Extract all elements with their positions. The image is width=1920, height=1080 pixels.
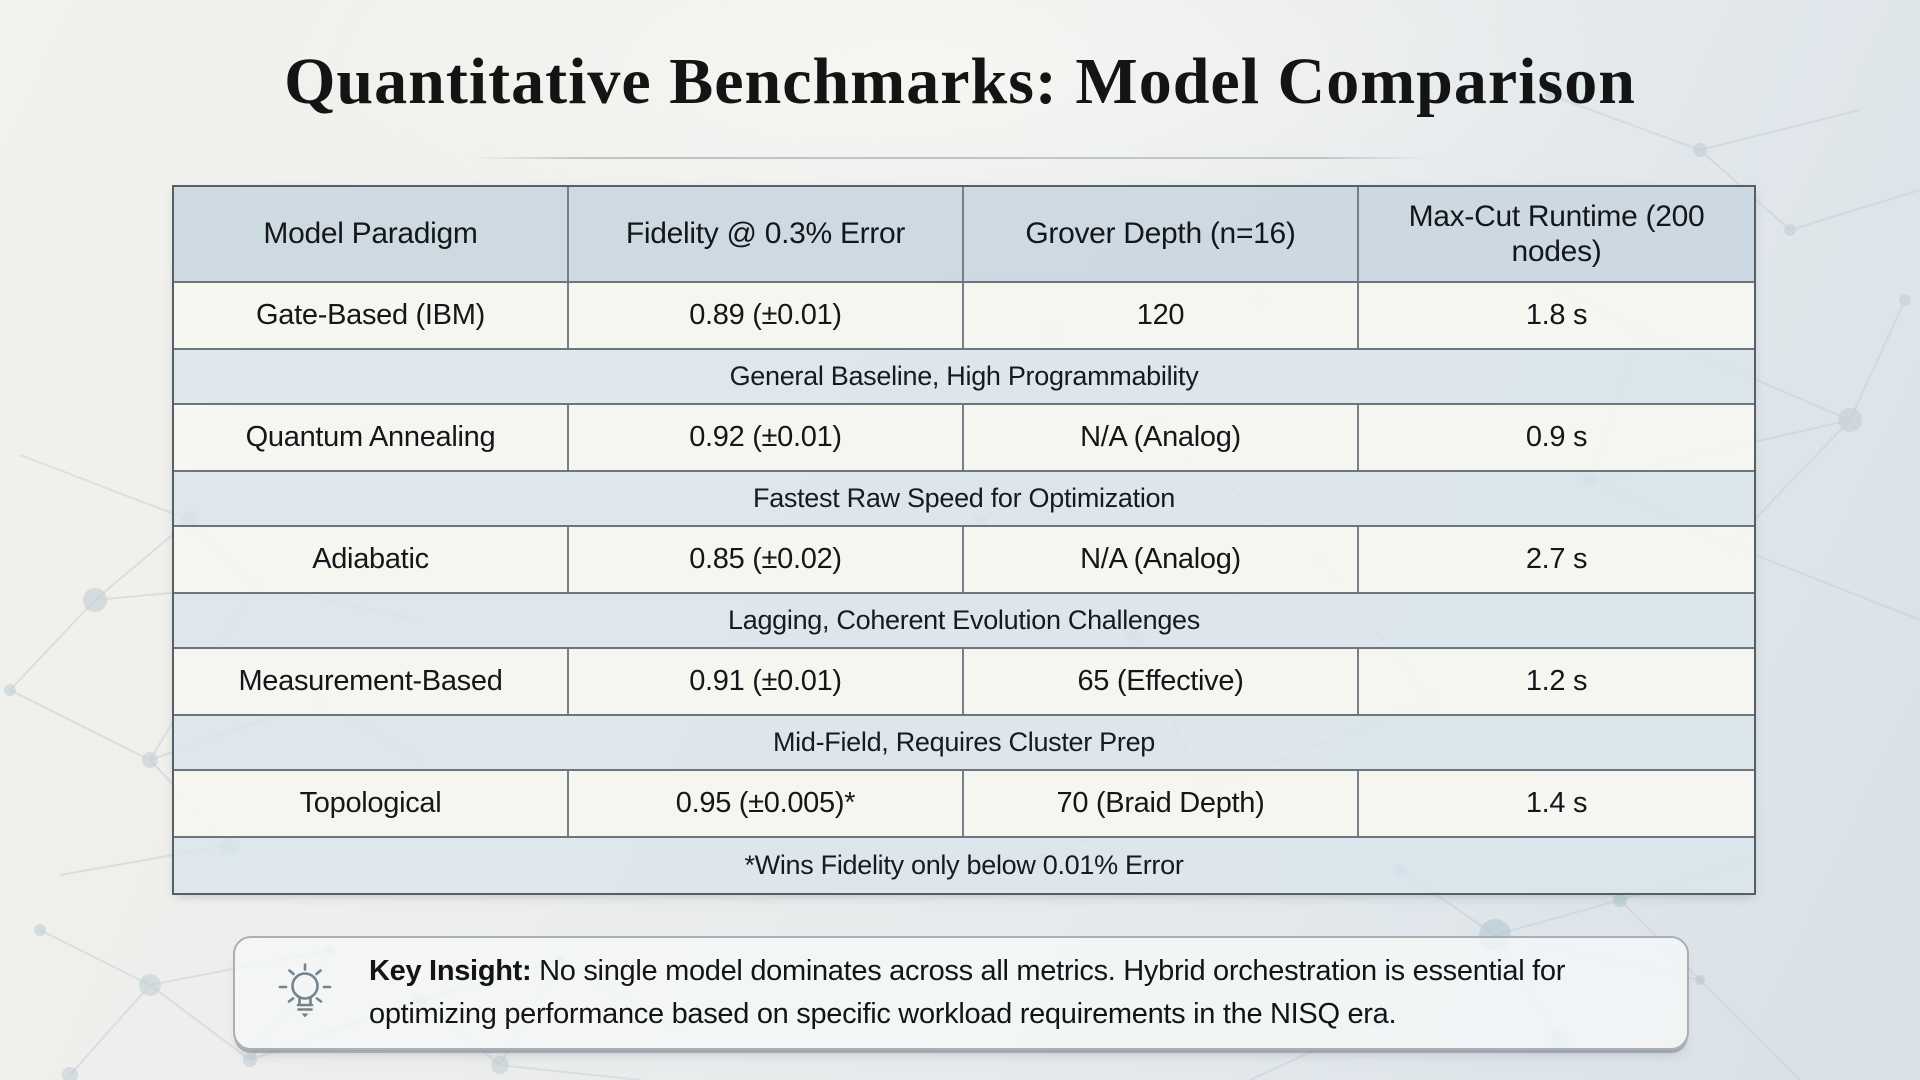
lightbulb-icon xyxy=(278,963,332,1018)
benchmark-comparison-table: Model Paradigm Fidelity @ 0.3% Error Gro… xyxy=(172,185,1756,895)
cell-fidelity: 0.95 (±0.005)* xyxy=(569,771,964,836)
title-divider xyxy=(470,157,1430,159)
key-insight-text: Key Insight: No single model dominates a… xyxy=(369,950,1669,1037)
table-row-gate-based: Gate-Based (IBM) 0.89 (±0.01) 120 1.8 s xyxy=(174,283,1754,350)
key-insight-box: Key Insight: No single model dominates a… xyxy=(233,936,1689,1050)
cell-runtime: 1.2 s xyxy=(1359,649,1754,714)
cell-runtime: 1.4 s xyxy=(1359,771,1754,836)
table-row-topological: Topological 0.95 (±0.005)* 70 (Braid Dep… xyxy=(174,771,1754,838)
cell-grover-depth: 65 (Effective) xyxy=(964,649,1359,714)
cell-model: Quantum Annealing xyxy=(174,405,569,470)
cell-runtime: 2.7 s xyxy=(1359,527,1754,592)
header-cell-grover-depth: Grover Depth (n=16) xyxy=(964,187,1359,281)
cell-model: Topological xyxy=(174,771,569,836)
cell-grover-depth: N/A (Analog) xyxy=(964,405,1359,470)
cell-runtime: 1.8 s xyxy=(1359,283,1754,348)
key-insight-body: No single model dominates across all met… xyxy=(369,954,1566,1031)
cell-fidelity: 0.92 (±0.01) xyxy=(569,405,964,470)
note-text: Mid-Field, Requires Cluster Prep xyxy=(174,716,1754,769)
note-row-adiabatic: Lagging, Coherent Evolution Challenges xyxy=(174,594,1754,649)
note-text: Fastest Raw Speed for Optimization xyxy=(174,472,1754,525)
note-text: Lagging, Coherent Evolution Challenges xyxy=(174,594,1754,647)
header-cell-model-paradigm: Model Paradigm xyxy=(174,187,569,281)
cell-fidelity: 0.91 (±0.01) xyxy=(569,649,964,714)
cell-fidelity: 0.89 (±0.01) xyxy=(569,283,964,348)
note-row-gate-based: General Baseline, High Programmability xyxy=(174,350,1754,405)
header-cell-fidelity: Fidelity @ 0.3% Error xyxy=(569,187,964,281)
cell-runtime: 0.9 s xyxy=(1359,405,1754,470)
table-header-row: Model Paradigm Fidelity @ 0.3% Error Gro… xyxy=(174,187,1754,283)
note-row-topological: *Wins Fidelity only below 0.01% Error xyxy=(174,838,1754,893)
key-insight-label: Key Insight: xyxy=(369,954,532,987)
cell-grover-depth: 120 xyxy=(964,283,1359,348)
table-row-adiabatic: Adiabatic 0.85 (±0.02) N/A (Analog) 2.7 … xyxy=(174,527,1754,594)
table-row-measurement-based: Measurement-Based 0.91 (±0.01) 65 (Effec… xyxy=(174,649,1754,716)
cell-model: Measurement-Based xyxy=(174,649,569,714)
note-text: General Baseline, High Programmability xyxy=(174,350,1754,403)
cell-grover-depth: 70 (Braid Depth) xyxy=(964,771,1359,836)
page-title: Quantitative Benchmarks: Model Compariso… xyxy=(284,45,1636,118)
header-cell-maxcut-runtime: Max-Cut Runtime (200 nodes) xyxy=(1359,187,1754,281)
table-row-quantum-annealing: Quantum Annealing 0.92 (±0.01) N/A (Anal… xyxy=(174,405,1754,472)
note-row-measurement-based: Mid-Field, Requires Cluster Prep xyxy=(174,716,1754,771)
cell-model: Gate-Based (IBM) xyxy=(174,283,569,348)
cell-fidelity: 0.85 (±0.02) xyxy=(569,527,964,592)
note-row-quantum-annealing: Fastest Raw Speed for Optimization xyxy=(174,472,1754,527)
note-text: *Wins Fidelity only below 0.01% Error xyxy=(174,838,1754,893)
cell-model: Adiabatic xyxy=(174,527,569,592)
cell-grover-depth: N/A (Analog) xyxy=(964,527,1359,592)
